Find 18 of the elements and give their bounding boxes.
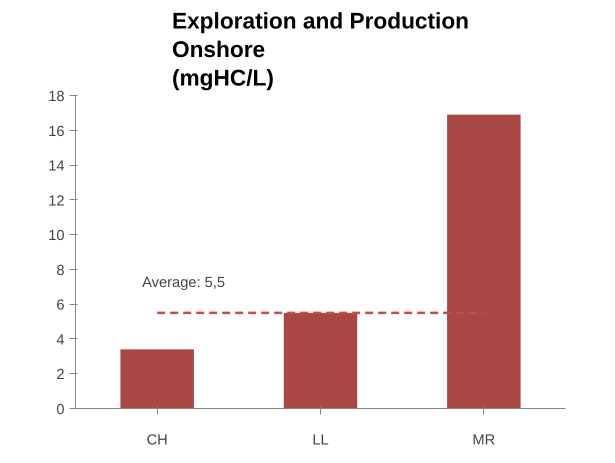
bar — [284, 312, 358, 408]
y-tick-label: 0 — [56, 402, 65, 418]
y-tick-label: 2 — [56, 367, 65, 384]
y-tick-label: 4 — [56, 332, 65, 348]
y-tick-label: 12 — [48, 193, 65, 210]
y-tick-label: 16 — [48, 124, 65, 140]
chart-title: Exploration and Production Onshore (mgHC/L) — [172, 7, 470, 90]
y-tick-label: 14 — [48, 158, 65, 175]
y-tick-label: 8 — [56, 262, 65, 279]
y-tick-label: 18 — [48, 89, 65, 105]
y-tick-label: 6 — [56, 298, 65, 314]
bar — [447, 114, 521, 408]
bar — [120, 349, 194, 408]
x-tick-label: MR — [472, 432, 496, 448]
ref-line-label: Average: 5,5 — [142, 274, 226, 291]
x-tick-label: LL — [312, 432, 329, 448]
y-tick-label: 10 — [48, 228, 65, 244]
x-tick-label: CH — [146, 432, 168, 448]
